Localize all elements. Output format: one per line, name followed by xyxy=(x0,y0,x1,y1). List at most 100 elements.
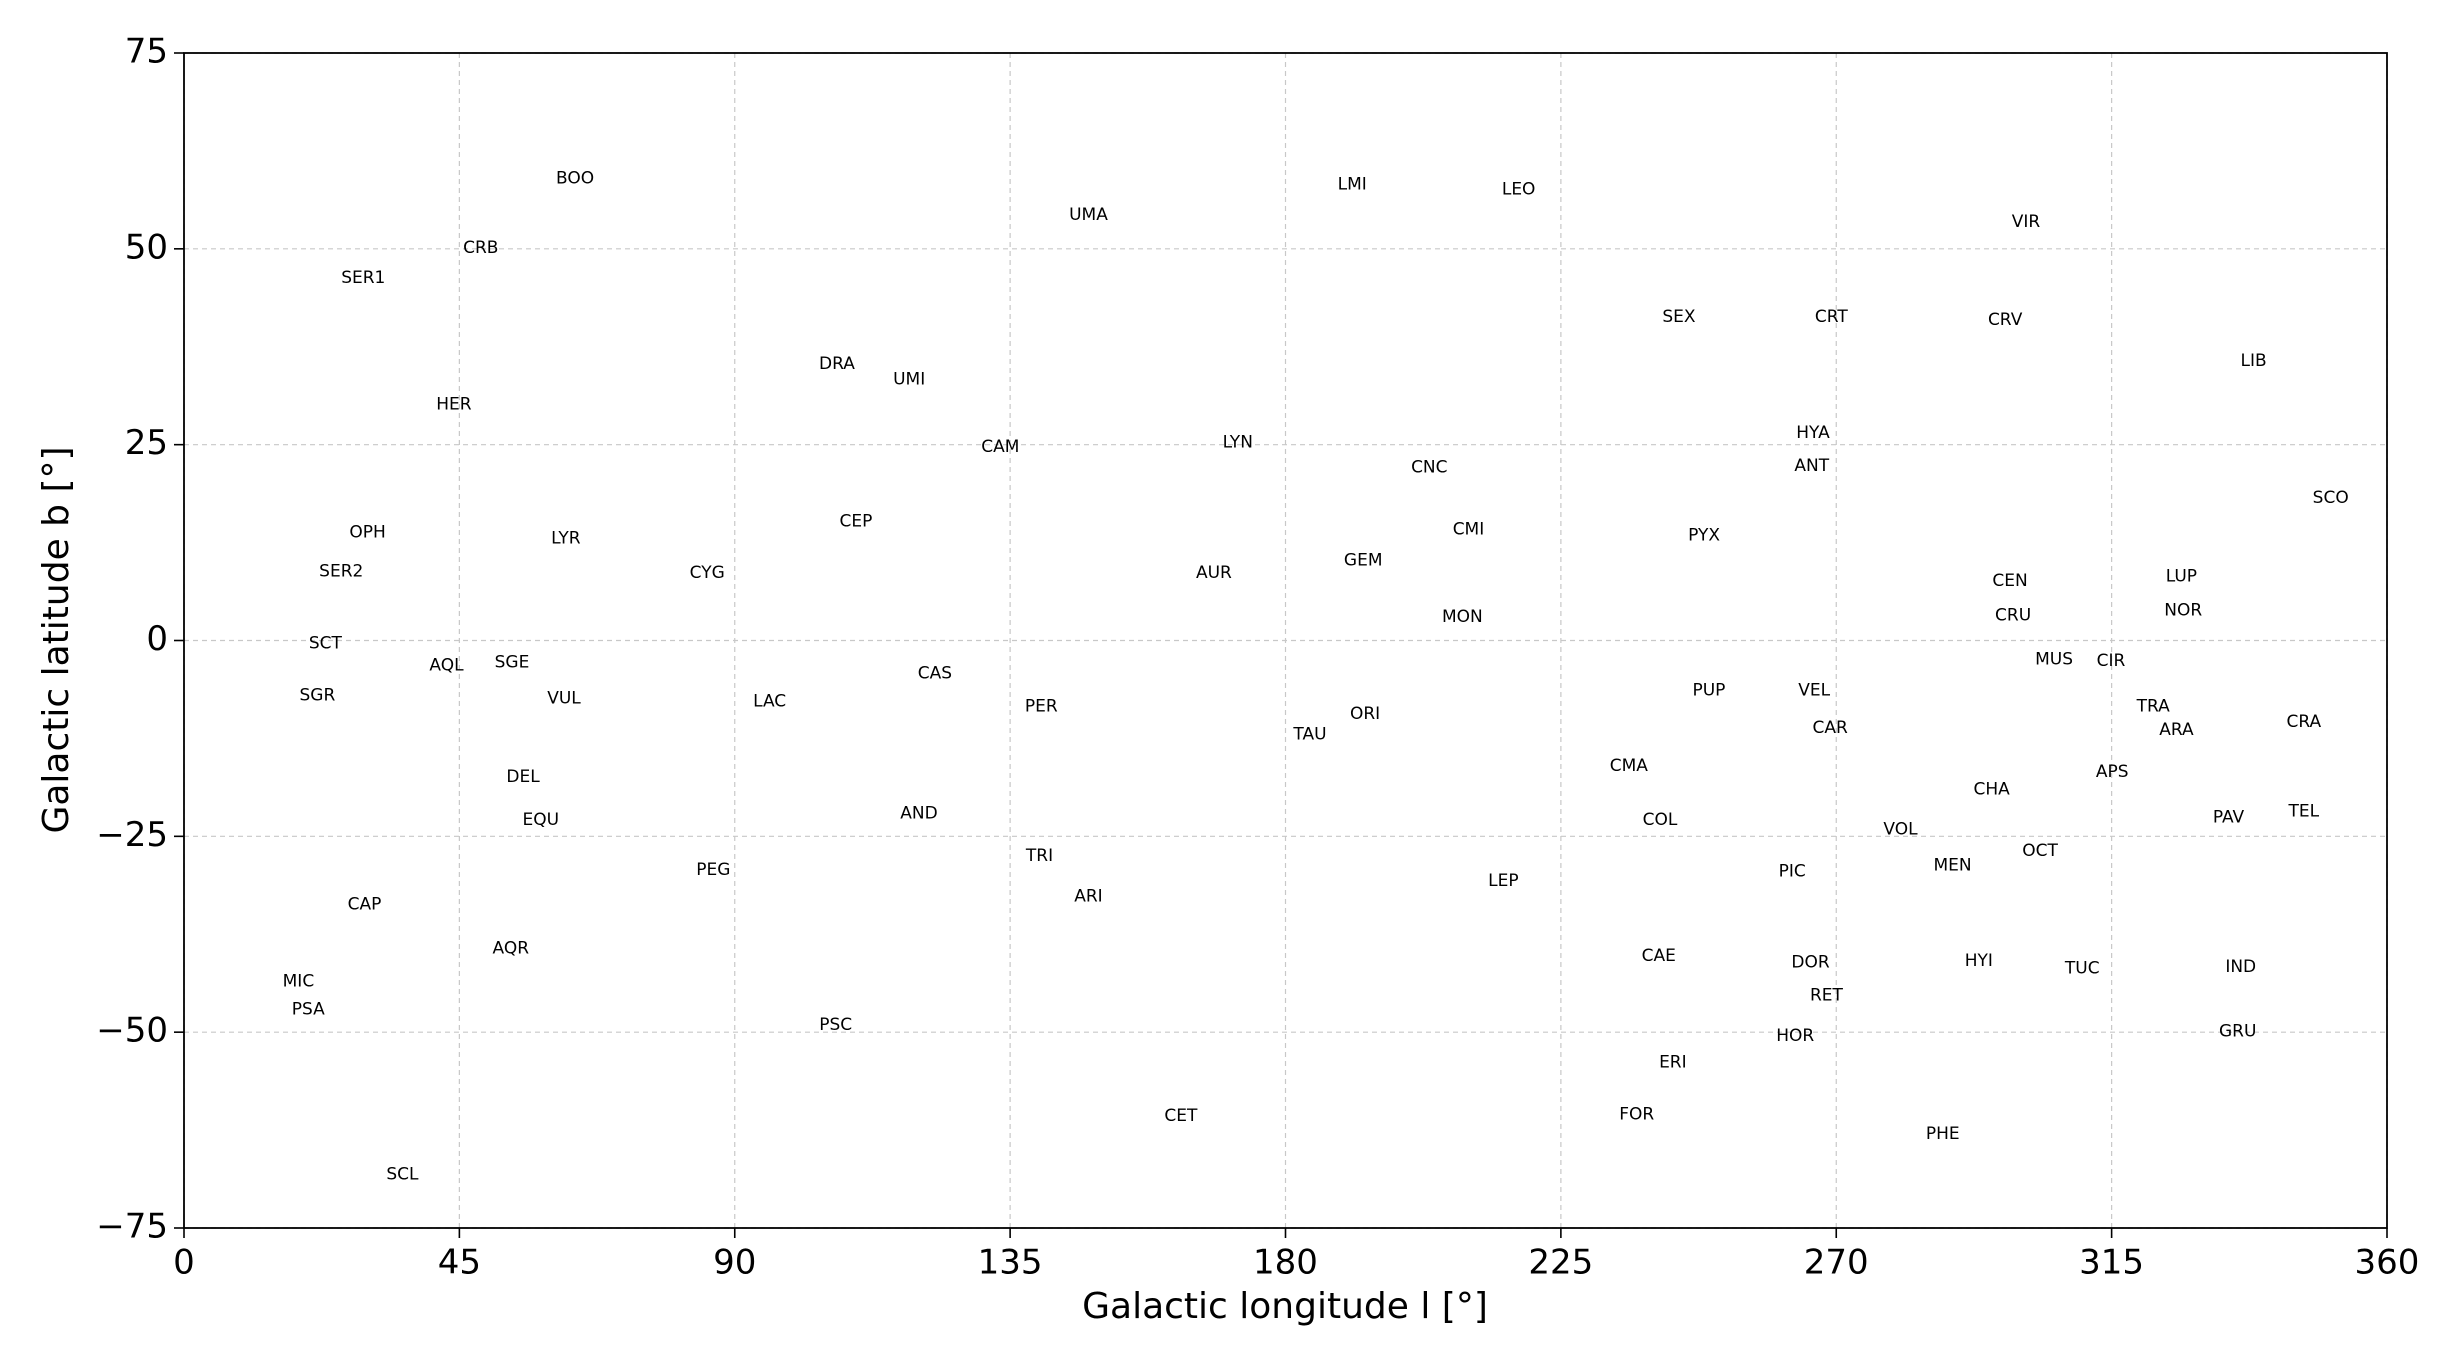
constellation-label: DOR xyxy=(1791,952,1829,972)
constellation-label: ARA xyxy=(2159,720,2194,740)
x-tick-label: 0 xyxy=(173,1243,195,1283)
constellation-label: SCT xyxy=(309,634,343,654)
constellation-label: OPH xyxy=(349,522,385,542)
constellation-label: CIR xyxy=(2097,651,2126,671)
x-tick-label: 225 xyxy=(1528,1243,1593,1283)
tick-layer: 0 45 90 135 180 225 270 315 360 −75 −50 −25 0 25 50 75 xyxy=(96,32,2419,1283)
constellation-label: MUS xyxy=(2035,649,2073,669)
constellation-label: HER xyxy=(436,395,472,415)
constellation-label: CAS xyxy=(918,663,952,683)
constellation-label: BOO xyxy=(556,168,594,188)
constellation-label: ARI xyxy=(1074,887,1102,907)
constellation-label: CMI xyxy=(1453,519,1485,539)
x-tick-label: 270 xyxy=(1804,1243,1869,1283)
constellation-label: MON xyxy=(1442,607,1483,627)
constellation-label: CAP xyxy=(348,894,382,914)
constellation-label: DEL xyxy=(506,767,540,787)
constellation-label: SCO xyxy=(2313,488,2349,508)
constellation-label: TRI xyxy=(1025,846,1053,866)
constellation-label: CYG xyxy=(690,563,725,583)
constellation-label: AND xyxy=(900,804,937,824)
x-tick-label: 135 xyxy=(978,1243,1043,1283)
constellation-label: AQR xyxy=(493,938,530,958)
constellation-label: PIC xyxy=(1779,862,1806,882)
constellation-label: PUP xyxy=(1692,681,1725,701)
constellation-label: MIC xyxy=(283,971,315,991)
constellation-label: TUC xyxy=(2064,959,2100,979)
constellation-label: OCT xyxy=(2022,841,2058,861)
constellation-label: PEG xyxy=(696,860,730,880)
y-tick-label: 75 xyxy=(125,32,168,72)
constellation-label: CRB xyxy=(463,238,498,258)
constellation-label: NOR xyxy=(2164,601,2202,621)
constellation-label: LMI xyxy=(1338,175,1367,195)
constellation-label: CAE xyxy=(1642,946,1676,966)
constellation-label: UMI xyxy=(893,370,925,390)
constellation-label: SER2 xyxy=(319,562,363,582)
constellation-label: HYI xyxy=(1965,951,1993,971)
constellation-label: HOR xyxy=(1776,1026,1814,1046)
constellation-label: ANT xyxy=(1794,456,1829,476)
constellation-label: CMA xyxy=(1610,756,1649,776)
constellation-label: IND xyxy=(2225,957,2256,977)
constellation-label: CRT xyxy=(1815,307,1848,327)
y-tick-label: 0 xyxy=(146,619,168,659)
constellation-label: MEN xyxy=(1933,855,1971,875)
constellation-label: SCL xyxy=(386,1165,419,1185)
constellation-label: COL xyxy=(1643,810,1678,830)
constellation-label: TAU xyxy=(1292,725,1326,745)
constellation-label: GRU xyxy=(2219,1021,2256,1041)
constellation-label: CNC xyxy=(1411,457,1447,477)
y-tick-label: −50 xyxy=(96,1011,168,1051)
constellation-label: SGR xyxy=(300,685,336,705)
annotation-layer: BOO CRB SER1 HER OPH SER2 SCT SGR AQL SGE VUL LYR CY… xyxy=(283,168,2349,1184)
constellation-label: LEP xyxy=(1488,871,1518,891)
constellation-label: TRA xyxy=(2136,696,2171,716)
constellation-label: RET xyxy=(1810,985,1844,1005)
constellation-label: APS xyxy=(2096,762,2129,782)
constellation-label: GEM xyxy=(1344,551,1383,571)
y-tick-label: 50 xyxy=(125,227,168,267)
constellation-label: CET xyxy=(1164,1106,1198,1126)
y-tick-label: 25 xyxy=(125,423,168,463)
constellation-label: LYN xyxy=(1223,432,1253,452)
constellation-label: VUL xyxy=(547,688,581,708)
constellation-label: LIB xyxy=(2241,351,2267,371)
x-axis-label: Galactic longitude l [°] xyxy=(1082,1286,1488,1327)
constellation-label: LEO xyxy=(1502,179,1536,199)
constellation-label: CHA xyxy=(1974,779,2011,799)
constellation-label: PYX xyxy=(1688,526,1720,546)
constellation-label: HYA xyxy=(1796,423,1830,443)
constellation-label: SGE xyxy=(495,652,530,672)
constellation-label: SER1 xyxy=(341,268,385,288)
constellation-label: LAC xyxy=(753,692,786,712)
constellation-label: CRU xyxy=(1995,605,2031,625)
constellation-label: SEX xyxy=(1662,307,1696,327)
constellation-label: LUP xyxy=(2166,566,2197,586)
constellation-label: PAV xyxy=(2213,808,2245,828)
constellation-label: AQL xyxy=(429,656,464,676)
constellation-label: PER xyxy=(1025,696,1058,716)
constellation-label: CAR xyxy=(1812,718,1847,738)
constellation-label: PSA xyxy=(292,999,325,1019)
constellation-label: ORI xyxy=(1350,704,1380,724)
constellation-label: CEP xyxy=(839,511,872,531)
constellation-label: CRV xyxy=(1988,310,2023,330)
constellation-label: VEL xyxy=(1798,681,1830,701)
constellation-label: CRA xyxy=(2286,712,2321,732)
constellation-label: UMA xyxy=(1069,205,1108,225)
y-axis-label: Galactic latitude b [°] xyxy=(36,446,77,833)
y-tick-label: −25 xyxy=(96,815,168,855)
x-tick-label: 360 xyxy=(2355,1243,2420,1283)
constellation-label: DRA xyxy=(819,354,855,374)
constellation-label: FOR xyxy=(1619,1104,1654,1124)
constellation-label: TEL xyxy=(2287,801,2319,821)
x-tick-label: 315 xyxy=(2079,1243,2144,1283)
constellation-label: VIR xyxy=(2012,212,2041,232)
constellation-label: CEN xyxy=(1992,571,2027,591)
y-tick-label: −75 xyxy=(96,1207,168,1247)
constellation-label: EQU xyxy=(522,810,559,830)
x-tick-label: 90 xyxy=(713,1243,756,1283)
